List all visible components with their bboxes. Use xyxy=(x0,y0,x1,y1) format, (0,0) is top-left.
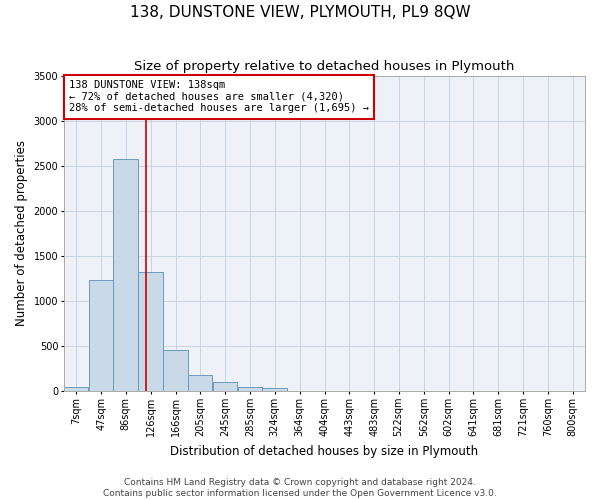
X-axis label: Distribution of detached houses by size in Plymouth: Distribution of detached houses by size … xyxy=(170,444,478,458)
Bar xyxy=(64,386,88,391)
Bar xyxy=(188,375,212,391)
Text: 138 DUNSTONE VIEW: 138sqm
← 72% of detached houses are smaller (4,320)
28% of se: 138 DUNSTONE VIEW: 138sqm ← 72% of detac… xyxy=(69,80,369,114)
Title: Size of property relative to detached houses in Plymouth: Size of property relative to detached ho… xyxy=(134,60,515,73)
Bar xyxy=(262,388,287,391)
Y-axis label: Number of detached properties: Number of detached properties xyxy=(15,140,28,326)
Bar xyxy=(89,280,113,391)
Text: 138, DUNSTONE VIEW, PLYMOUTH, PL9 8QW: 138, DUNSTONE VIEW, PLYMOUTH, PL9 8QW xyxy=(130,5,470,20)
Bar xyxy=(163,350,188,391)
Bar xyxy=(113,158,138,391)
Bar xyxy=(213,382,238,391)
Bar xyxy=(238,386,262,391)
Text: Contains HM Land Registry data © Crown copyright and database right 2024.
Contai: Contains HM Land Registry data © Crown c… xyxy=(103,478,497,498)
Bar xyxy=(139,272,163,391)
